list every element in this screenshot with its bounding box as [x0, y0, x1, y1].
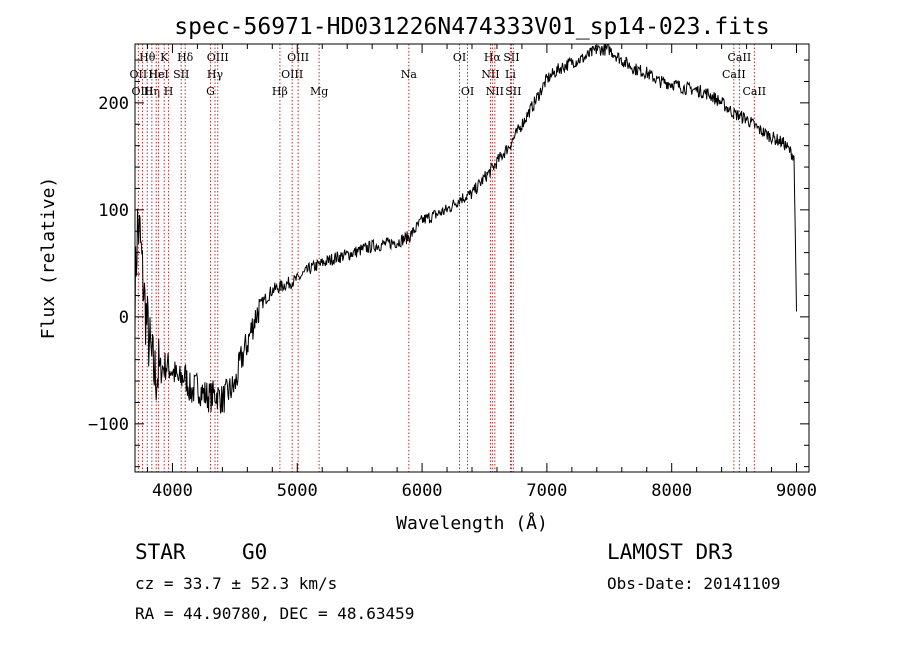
line-label: NII: [481, 68, 499, 81]
line-label: SII: [505, 85, 521, 98]
x-tick-label: 6000: [402, 481, 443, 501]
line-label: Hε: [149, 68, 165, 81]
plot-frame: [134, 43, 810, 473]
spectral-subclass: G0: [242, 540, 268, 564]
line-label: Mg: [310, 85, 328, 98]
y-tick-label: 100: [98, 201, 129, 221]
y-tick-label: 200: [98, 94, 129, 114]
object-class: STAR: [135, 540, 186, 564]
x-tick-label: 8000: [651, 481, 692, 501]
line-label: OIII: [287, 51, 309, 64]
x-tick-label: 7000: [526, 481, 567, 501]
line-label: Hθ: [139, 51, 156, 64]
x-axis-label: Wavelength (Å): [396, 512, 548, 534]
y-tick-label: −100: [88, 415, 129, 435]
line-label: CaII: [728, 51, 752, 64]
line-label: OIII: [281, 68, 303, 81]
line-label: G: [206, 85, 215, 98]
line-label: OII: [130, 68, 148, 81]
survey-name: LAMOST DR3: [607, 540, 734, 564]
line-label: Hγ: [207, 68, 224, 81]
x-tick-label: 5000: [277, 481, 318, 501]
line-label: OIII: [207, 51, 229, 64]
line-label: NII: [486, 85, 504, 98]
line-label: Li: [505, 68, 516, 81]
series-line: [134, 43, 797, 414]
line-label: K: [160, 51, 169, 64]
redshift-value: cz = 33.7 ± 52.3 km/s: [135, 574, 338, 593]
line-label: OI: [453, 51, 466, 64]
chart-title: spec-56971-HD031226N474333V01_sp14-023.f…: [174, 14, 769, 40]
x-tick-label: 4000: [152, 481, 193, 501]
line-label: Na: [401, 68, 418, 81]
line-label: CaII: [742, 85, 766, 98]
x-tick-label: 9000: [776, 481, 817, 501]
line-label: Hβ: [272, 85, 288, 98]
line-label: Hα: [484, 51, 502, 64]
line-label: OI: [461, 85, 474, 98]
line-label: Hη: [144, 85, 160, 98]
obs-date: Obs-Date: 20141109: [607, 574, 781, 593]
line-label: H: [164, 85, 174, 98]
coordinates: RA = 44.90780, DEC = 48.63459: [135, 604, 415, 623]
y-tick-label: 0: [119, 308, 129, 328]
axis-ticks-layer: 4000 5000 6000 7000 8000 9000 −100 0 100 200: [88, 44, 817, 501]
y-axis-label: Flux (relative): [38, 177, 59, 340]
line-label: SII: [503, 51, 519, 64]
line-label: Hδ: [177, 51, 194, 64]
spectrum-series-layer: [134, 43, 797, 414]
line-label: SII: [173, 68, 189, 81]
line-label: OIII: [131, 85, 153, 98]
line-label: HeI: [148, 68, 168, 81]
line-label: CaII: [722, 68, 746, 81]
